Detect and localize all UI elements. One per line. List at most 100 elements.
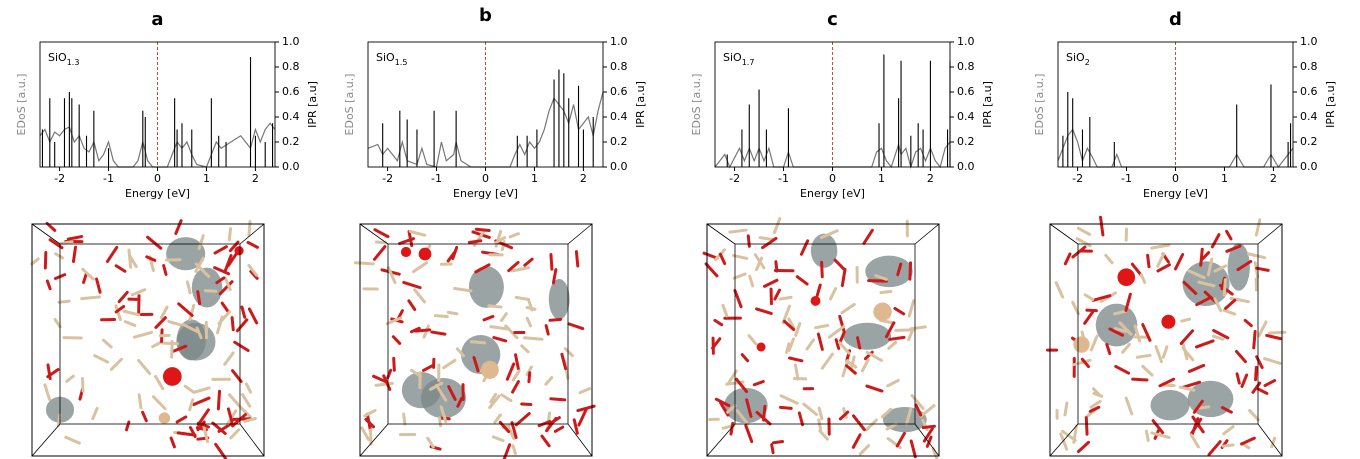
bond bbox=[382, 374, 392, 391]
isosurface bbox=[548, 278, 570, 320]
bond bbox=[514, 353, 520, 371]
bond bbox=[862, 228, 874, 245]
bond bbox=[373, 228, 390, 239]
bond bbox=[745, 398, 753, 418]
bond bbox=[1247, 252, 1267, 260]
bond bbox=[1213, 264, 1228, 273]
bond bbox=[385, 316, 403, 326]
structure-image bbox=[702, 217, 940, 459]
bond bbox=[93, 354, 110, 364]
box-edge bbox=[31, 223, 61, 245]
bond bbox=[753, 253, 766, 270]
bond bbox=[874, 274, 888, 281]
y2-axis-label: IPR [a.u] bbox=[981, 81, 994, 128]
bond bbox=[820, 352, 834, 370]
structure-image bbox=[1046, 215, 1287, 457]
atom bbox=[480, 360, 499, 379]
y-axis-label: EDoS [a.u.] bbox=[343, 74, 356, 136]
x-tick-label: 2 bbox=[580, 172, 587, 185]
bond bbox=[453, 286, 473, 293]
bond bbox=[386, 266, 397, 285]
bond bbox=[1179, 329, 1195, 346]
box-inner bbox=[59, 243, 241, 425]
bond bbox=[487, 304, 503, 309]
bond bbox=[1146, 253, 1151, 269]
bond bbox=[880, 407, 893, 419]
panel-title: d bbox=[1169, 9, 1182, 30]
bond bbox=[770, 443, 775, 455]
bond bbox=[455, 347, 465, 358]
bond bbox=[177, 302, 194, 317]
bond bbox=[1243, 318, 1253, 328]
isosurface bbox=[468, 266, 504, 308]
bond bbox=[772, 217, 782, 235]
bond bbox=[858, 444, 871, 456]
y2-tick-label: 0.0 bbox=[957, 160, 975, 173]
bond bbox=[797, 411, 805, 427]
bond bbox=[1222, 308, 1237, 316]
bond bbox=[522, 336, 544, 341]
bond bbox=[525, 306, 537, 311]
bond bbox=[537, 420, 552, 428]
bond bbox=[560, 352, 568, 371]
bond bbox=[353, 261, 375, 266]
y2-tick-label: 1.0 bbox=[610, 35, 628, 48]
bond bbox=[520, 344, 530, 354]
bond bbox=[1092, 387, 1102, 398]
bond bbox=[391, 335, 402, 345]
bond bbox=[1181, 380, 1202, 389]
bond bbox=[213, 266, 231, 276]
bond bbox=[145, 255, 157, 262]
box-edge bbox=[1257, 423, 1283, 457]
x-tick-label: 2 bbox=[927, 172, 934, 185]
label-sub: 1.7 bbox=[742, 58, 755, 67]
bond bbox=[752, 379, 765, 387]
y2-tick-label: 0.4 bbox=[957, 110, 975, 123]
bond bbox=[95, 277, 102, 294]
composition-label: SiO1.5 bbox=[376, 51, 407, 67]
bond bbox=[578, 387, 592, 395]
bond bbox=[1218, 283, 1234, 296]
isosurface bbox=[1095, 303, 1138, 347]
bond bbox=[827, 325, 846, 339]
bond bbox=[567, 322, 585, 331]
isosurface bbox=[166, 237, 206, 271]
y2-tick-label: 0.0 bbox=[610, 160, 628, 173]
bond bbox=[762, 278, 779, 288]
bond bbox=[438, 416, 443, 428]
composition-label: SiO2 bbox=[1066, 51, 1090, 67]
bond bbox=[909, 325, 927, 331]
bond bbox=[814, 323, 830, 330]
bond bbox=[572, 418, 579, 435]
bond bbox=[243, 416, 257, 423]
label-base: SiO bbox=[1066, 51, 1085, 64]
bond bbox=[510, 266, 531, 273]
x-tick-label: 0 bbox=[1172, 172, 1179, 185]
box-edge bbox=[1049, 223, 1079, 245]
bond bbox=[922, 427, 934, 443]
bond bbox=[408, 229, 427, 237]
bond bbox=[202, 426, 210, 444]
bond bbox=[553, 425, 565, 433]
bond bbox=[372, 245, 387, 261]
bond bbox=[755, 256, 764, 271]
bond bbox=[114, 304, 122, 322]
box-outer bbox=[1049, 223, 1283, 457]
x-axis-label: Energy [eV] bbox=[800, 187, 865, 200]
atom bbox=[162, 367, 182, 386]
bond bbox=[733, 289, 743, 309]
x-axis-label: Energy [eV] bbox=[453, 187, 518, 200]
bond bbox=[1076, 440, 1090, 454]
bond bbox=[1144, 429, 1150, 442]
y2-axis-label: IPR [a.u] bbox=[1324, 81, 1337, 128]
bond bbox=[175, 415, 188, 424]
bond bbox=[511, 380, 520, 394]
bond bbox=[817, 418, 823, 431]
atom bbox=[1117, 268, 1136, 287]
bond bbox=[1150, 431, 1171, 439]
bond bbox=[514, 295, 531, 301]
panel-title: c bbox=[827, 9, 838, 30]
bond bbox=[114, 264, 127, 273]
isosurface bbox=[1150, 390, 1190, 421]
bond bbox=[91, 406, 99, 421]
